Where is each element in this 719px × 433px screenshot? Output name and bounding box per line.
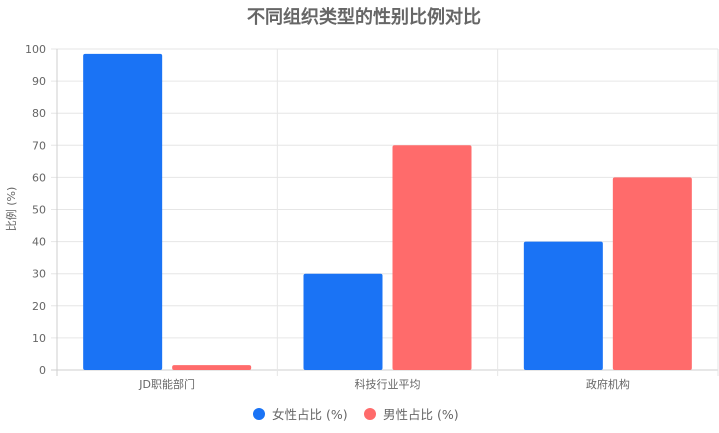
y-tick-label: 20	[32, 300, 46, 313]
y-tick-label: 100	[25, 43, 46, 56]
y-tick-label: 50	[32, 204, 46, 217]
y-tick-label: 70	[32, 139, 46, 152]
y-tick-label: 40	[32, 236, 46, 249]
bar[interactable]	[303, 273, 383, 370]
y-tick-label: 0	[39, 364, 46, 377]
x-tick-label: 政府机构	[586, 377, 630, 391]
y-tick-label: 80	[32, 107, 46, 120]
bar[interactable]	[523, 241, 603, 370]
y-axis-title: 比例 (%)	[4, 187, 18, 232]
bar[interactable]	[392, 145, 472, 370]
grid	[51, 48, 719, 376]
legend[interactable]: 女性占比 (%) 男性占比 (%)	[253, 407, 459, 422]
bars	[83, 53, 692, 370]
legend-marker	[364, 408, 376, 420]
x-tick-label: 科技行业平均	[355, 377, 421, 391]
legend-marker	[253, 408, 265, 420]
y-tick-label: 30	[32, 268, 46, 281]
bar[interactable]	[172, 365, 252, 370]
legend-item[interactable]: 男性占比 (%)	[364, 407, 459, 422]
y-axis-ticks: 0 10 20 30 40 50 60 70 80 90 100	[25, 43, 46, 377]
bar[interactable]	[83, 53, 163, 370]
legend-item[interactable]: 女性占比 (%)	[253, 407, 348, 422]
x-axis-ticks: JD职能部门 科技行业平均 政府机构	[138, 377, 630, 391]
chart-title: 不同组织类型的性别比例对比	[247, 6, 481, 28]
bar[interactable]	[612, 177, 692, 370]
legend-label: 男性占比 (%)	[383, 407, 459, 422]
y-tick-label: 90	[32, 75, 46, 88]
y-tick-label: 10	[32, 332, 46, 345]
x-tick-label: JD职能部门	[138, 377, 195, 391]
y-tick-label: 60	[32, 171, 46, 184]
legend-label: 女性占比 (%)	[272, 407, 348, 422]
